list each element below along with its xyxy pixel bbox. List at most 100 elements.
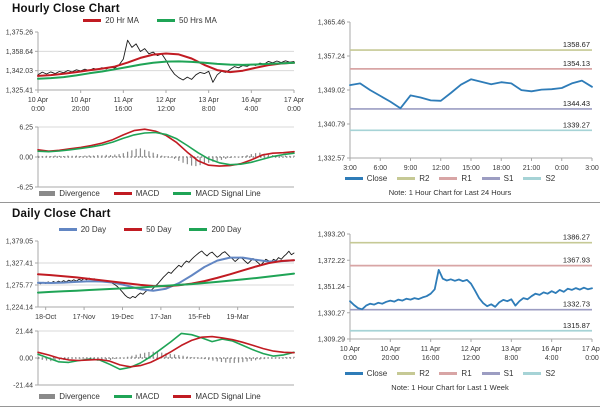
legend-label: 50 Day: [146, 225, 172, 234]
panel-hourly-close: Hourly Close Chart 20 Hr MA 50 Hrs MA 1,3…: [0, 0, 305, 203]
x-tick-label: 17-Jan: [150, 314, 172, 321]
legend-swatch: [39, 191, 56, 196]
x-tick-label: 19-Dec: [111, 314, 134, 321]
x-tick-label: 0:00: [585, 355, 599, 362]
sr-24h-note: Note: 1 Hour Chart for Last 24 Hours: [388, 188, 512, 197]
level-label-r2: 1386.27: [563, 233, 590, 242]
series-20-day: [37, 256, 295, 292]
daily-chart-title: Daily Close Chart: [12, 208, 111, 220]
legend-item-close: Close: [344, 369, 388, 378]
x-tick-label: 13 Apr: [501, 346, 522, 353]
level-label-r2: 1358.67: [563, 40, 590, 49]
legend-item-50-hrs-ma: 50 Hrs MA: [157, 16, 217, 25]
level-label-s2: 1315.87: [563, 321, 590, 330]
section-divider-top: [0, 202, 600, 203]
hourly-macd-chart: 6.25 0.00 -6.25: [17, 125, 295, 192]
x-tick-label: 13 Apr: [199, 97, 220, 104]
x-tick-label: 6:00: [373, 165, 387, 172]
x-tick-label: 16:00: [115, 106, 133, 113]
legend-swatch: [481, 372, 500, 375]
x-tick-label: 4:00: [245, 106, 259, 113]
x-tick-label: 10 Apr: [340, 346, 361, 353]
legend-label: 20 Day: [80, 225, 107, 234]
series-close: [349, 78, 593, 110]
daily-macd-chart: 21.44 0.00 -21.44: [13, 329, 295, 390]
y-tick-label: 1,224.14: [6, 305, 33, 312]
x-tick-label: 12:00: [157, 106, 175, 113]
legend-item-macd-signal-line: MACD Signal Line: [173, 392, 261, 401]
x-tick-label: 16 Apr: [542, 346, 563, 353]
panel-sr-week: 1,393.20 1,372.22 1,351.24 1,330.27 1,309.29…: [300, 204, 600, 407]
legend-swatch: [113, 395, 132, 398]
legend-label: R2: [419, 174, 430, 183]
legend-label: 50 Hrs MA: [179, 16, 217, 25]
y-tick-label: 1,349.02: [318, 88, 345, 95]
legend-label: 200 Day: [211, 225, 242, 234]
y-tick-label: 1,372.22: [318, 258, 345, 265]
legend-swatch: [397, 372, 416, 375]
x-tick-label: 16 Apr: [241, 97, 262, 104]
legend-label: S1: [503, 174, 514, 183]
y-tick-label: 1,357.24: [318, 54, 345, 61]
hourly-macd-legend: Divergence MACD MACD Signal Line: [0, 189, 300, 198]
x-tick-label: 0:00: [343, 355, 357, 362]
legend-swatch: [157, 19, 175, 22]
legend-item-macd: MACD: [113, 392, 160, 401]
legend-label: S2: [545, 369, 556, 378]
legend-label: S2: [545, 174, 556, 183]
legend-item-s1: S1: [481, 369, 513, 378]
legend-swatch: [189, 228, 208, 231]
y-tick-label: 1,309.29: [318, 337, 345, 344]
y-tick-label: 1,327.41: [6, 261, 33, 268]
x-tick-label: 19-Mar: [227, 314, 250, 321]
x-tick-label: 12 Apr: [156, 97, 177, 104]
legend-item-s2: S2: [523, 174, 555, 183]
series-50-hrs-ma: [37, 60, 295, 80]
legend-label: Divergence: [59, 392, 100, 401]
series-macd: [37, 332, 295, 371]
x-tick-label: 12:00: [462, 355, 480, 362]
legend-label: 20 Hr MA: [105, 16, 139, 25]
legend-label: Divergence: [59, 189, 100, 198]
x-tick-label: 8:00: [505, 355, 519, 362]
hourly-chart-title: Hourly Close Chart: [12, 3, 120, 15]
sr-24h-chart: 1,365.46 1,357.24 1,349.02 1,340.79 1,332.57…: [318, 20, 599, 173]
legend-label: R1: [461, 174, 472, 183]
legend-item-close: Close: [344, 174, 387, 183]
y-tick-label: -21.44: [13, 383, 33, 390]
y-tick-label: 1,379.05: [6, 239, 33, 246]
y-tick-label: 1,351.24: [318, 284, 345, 291]
legend-label: MACD: [135, 392, 160, 401]
x-tick-label: 10 Apr: [71, 97, 92, 104]
legend-swatch: [439, 372, 458, 375]
x-tick-label: 17 Apr: [582, 346, 600, 353]
legend-label: Close: [366, 369, 388, 378]
y-tick-label: 1,325.41: [6, 88, 33, 95]
level-label-r1: 1354.13: [563, 59, 590, 68]
legend-item-divergence: Divergence: [39, 392, 100, 401]
x-tick-label: 20:00: [382, 355, 400, 362]
hourly-ma-legend: 20 Hr MA 50 Hrs MA: [0, 16, 300, 25]
legend-swatch: [173, 192, 192, 195]
series-close: [37, 250, 295, 299]
legend-item-r1: R1: [439, 369, 472, 378]
y-tick-label: 1,393.20: [318, 232, 345, 239]
x-tick-label: 12 Apr: [461, 346, 482, 353]
y-tick-label: 0.00: [19, 356, 33, 363]
y-tick-label: -6.25: [17, 185, 33, 192]
x-tick-label: 12:00: [432, 165, 450, 172]
legend-swatch: [39, 394, 56, 399]
x-tick-label: 18:00: [492, 165, 510, 172]
level-label-r1: 1367.93: [563, 256, 590, 265]
legend-label: MACD Signal Line: [195, 392, 261, 401]
legend-item-20-day: 20 Day: [58, 225, 107, 234]
x-tick-label: 17 Apr: [284, 97, 305, 104]
x-tick-label: 16:00: [422, 355, 440, 362]
legend-swatch: [523, 372, 542, 375]
x-tick-label: 15:00: [462, 165, 480, 172]
x-tick-label: 15-Feb: [188, 314, 210, 321]
legend-swatch: [83, 19, 102, 22]
y-tick-label: 6.25: [19, 125, 33, 132]
